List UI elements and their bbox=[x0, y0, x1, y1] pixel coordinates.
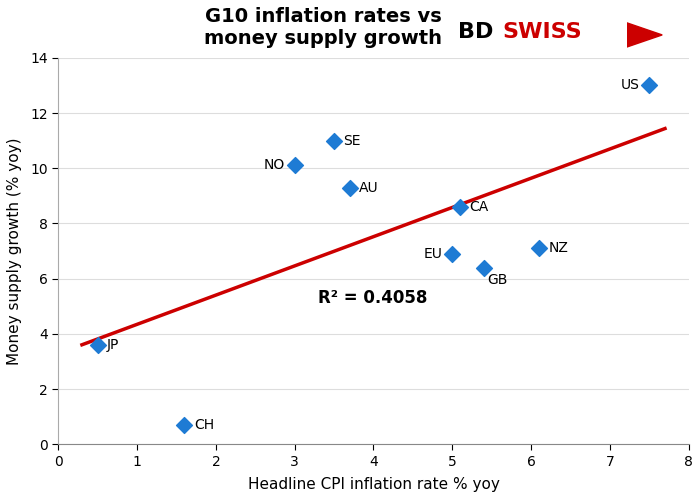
Text: R² = 0.4058: R² = 0.4058 bbox=[318, 289, 428, 307]
Polygon shape bbox=[626, 23, 662, 47]
Text: BD: BD bbox=[458, 22, 494, 42]
X-axis label: Headline CPI inflation rate % yoy: Headline CPI inflation rate % yoy bbox=[248, 477, 499, 492]
Point bbox=[478, 263, 489, 271]
Point bbox=[289, 162, 300, 170]
Point bbox=[454, 203, 466, 211]
Point bbox=[344, 184, 356, 192]
Text: CA: CA bbox=[470, 200, 489, 214]
Point bbox=[533, 245, 545, 252]
Text: AU: AU bbox=[359, 181, 379, 195]
Text: CH: CH bbox=[194, 418, 214, 432]
Text: SE: SE bbox=[344, 134, 361, 148]
Y-axis label: Money supply growth (% yoy): Money supply growth (% yoy) bbox=[7, 137, 22, 365]
Text: US: US bbox=[621, 78, 640, 92]
Text: GB: GB bbox=[488, 273, 508, 287]
Text: JP: JP bbox=[107, 338, 120, 352]
Point bbox=[178, 421, 190, 429]
Point bbox=[328, 137, 339, 145]
Text: EU: EU bbox=[424, 247, 443, 261]
Point bbox=[92, 341, 104, 349]
Point bbox=[447, 250, 458, 258]
Text: NZ: NZ bbox=[548, 242, 568, 255]
Point bbox=[643, 81, 655, 89]
Text: SWISS: SWISS bbox=[503, 22, 582, 42]
Title: G10 inflation rates vs
money supply growth: G10 inflation rates vs money supply grow… bbox=[204, 7, 442, 48]
Text: NO: NO bbox=[264, 159, 285, 173]
